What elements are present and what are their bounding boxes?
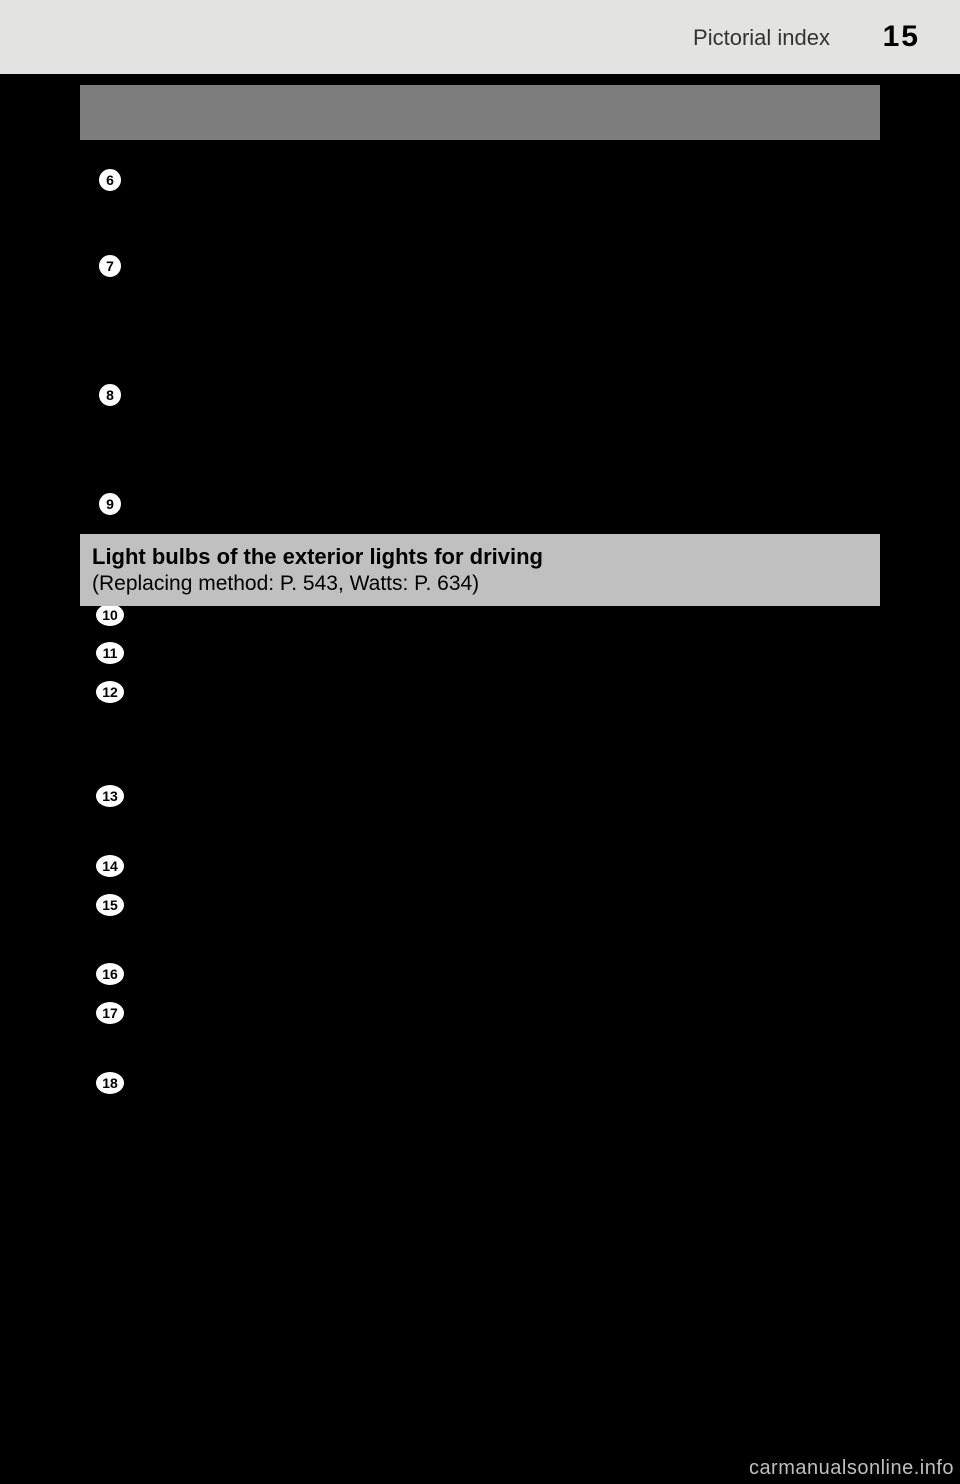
page: Pictorial index 15 6 7 8 9 10 11 12 13 14 15 16 17 1…: [0, 0, 960, 1484]
marker-12: 12: [95, 680, 125, 704]
marker-16: 16: [95, 962, 125, 986]
gray-band: [80, 85, 880, 140]
marker-6: 6: [98, 168, 122, 192]
marker-7: 7: [98, 254, 122, 278]
watermark: carmanualsonline.info: [749, 1457, 954, 1480]
header-title: Pictorial index: [693, 25, 830, 51]
marker-14: 14: [95, 854, 125, 878]
marker-18: 18: [95, 1071, 125, 1095]
marker-17: 17: [95, 1001, 125, 1025]
marker-9: 9: [98, 492, 122, 516]
marker-8: 8: [98, 383, 122, 407]
section-title: Light bulbs of the exterior lights for d…: [92, 544, 868, 570]
marker-10: 10: [95, 603, 125, 627]
header-bar: Pictorial index 15: [0, 0, 960, 74]
marker-11: 11: [95, 641, 125, 665]
section-subtitle: (Replacing method: P. 543, Watts: P. 634…: [92, 572, 868, 596]
section-box: Light bulbs of the exterior lights for d…: [80, 534, 880, 606]
page-number: 15: [883, 20, 920, 54]
marker-13: 13: [95, 784, 125, 808]
marker-15: 15: [95, 893, 125, 917]
